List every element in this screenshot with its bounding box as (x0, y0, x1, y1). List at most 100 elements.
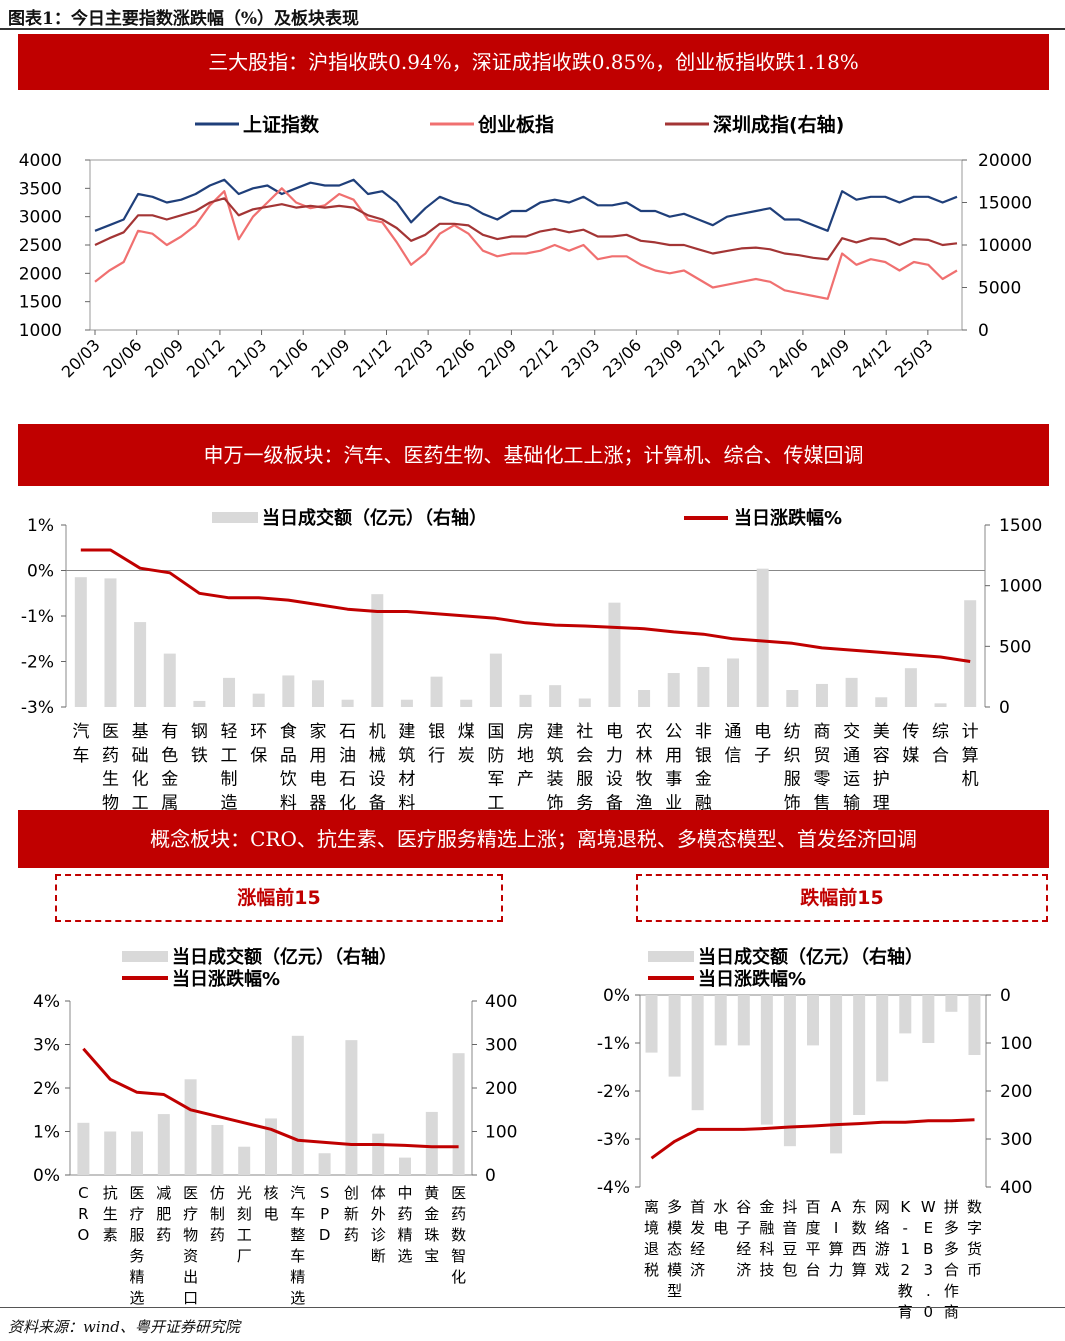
bottom15-category-label: 网络游戏 (875, 1198, 890, 1279)
sw-category-label: 计算机 (962, 722, 979, 790)
sw-category-label: 医药生物 (102, 722, 119, 813)
indices-x-tick-label: 21/03 (224, 335, 270, 381)
top15-category-label: 仿制药 (210, 1184, 225, 1244)
bottom15-volume-bar (737, 995, 750, 1046)
indices-banner: 三大股指：沪指收跌0.94%，深证成指收跌0.85%，创业板指收跌1.18% (18, 34, 1049, 90)
sw-volume-bar (815, 683, 828, 707)
top15-category-label: 医疗服务精选 (129, 1184, 144, 1307)
bottom-rule (0, 1307, 1065, 1308)
sw-category-label: 通信 (725, 722, 742, 766)
sw-volume-bar (578, 698, 591, 707)
bottom15-left-tick-label: -3% (597, 1130, 630, 1150)
sw-volume-bar (875, 697, 888, 707)
sw-right-tick-label: 500 (999, 637, 1031, 657)
top15-right-tick-label: 400 (485, 992, 517, 1012)
sw-category-label: 农林牧渔 (636, 722, 653, 813)
sw-category-label: 非银金融 (695, 722, 712, 813)
top15-volume-bar (77, 1122, 90, 1175)
bottom15-category-label: 金融科技 (759, 1198, 774, 1279)
indices-x-tick-label: 20/03 (58, 335, 104, 381)
top15-volume-bar (372, 1133, 385, 1175)
indices-x-tick-label: 24/03 (724, 335, 770, 381)
indices-x-tick-label: 21/12 (349, 335, 395, 381)
indices-right-tick-label: 5000 (978, 279, 1021, 299)
sw-volume-bar (223, 677, 236, 707)
sw-volume-bar (608, 602, 621, 707)
top15-volume-bar (291, 1035, 304, 1175)
top15-category-label: 医药数智化 (451, 1184, 466, 1286)
bottom15-category-label: K -1 2 教育 (898, 1198, 913, 1321)
top15-left-tick-label: 3% (33, 1036, 60, 1056)
sw-volume-bar (430, 676, 443, 707)
bottom15-volume-bar (922, 995, 935, 1043)
sw-left-tick-label: -3% (21, 698, 54, 718)
top15-volume-bar (452, 1053, 465, 1175)
indices-x-tick-label: 21/09 (308, 335, 354, 381)
sw-volume-bar (519, 694, 532, 707)
top15-legend-bar-label: 当日成交额（亿元）（右轴） (172, 946, 397, 968)
indices-left-tick-label: 4000 (19, 151, 62, 171)
bottom15-legend-bar-swatch (648, 951, 694, 962)
top15-volume-bar (211, 1124, 224, 1175)
indices-x-tick-label: 23/06 (599, 335, 645, 381)
bottom15-left-tick-label: -1% (597, 1034, 630, 1054)
top15-volume-bar (345, 1040, 358, 1175)
top15-category-label: 医疗物资出口 (183, 1184, 198, 1307)
sw-volume-bar (727, 658, 740, 707)
sw-category-label: 商贸零售 (813, 722, 830, 813)
sw-category-label: 汽车 (72, 722, 89, 766)
bottom15-change-line (650, 1118, 975, 1160)
bottom15-volume-bar (668, 995, 681, 1077)
top15-left-tick-label: 1% (33, 1123, 60, 1143)
indices-series-line-2 (94, 197, 958, 261)
sw-category-label: 钢铁 (191, 722, 208, 766)
sw-category-label: 电力设备 (606, 722, 623, 813)
sw-left-tick-label: -1% (21, 607, 54, 627)
sw-volume-bar (74, 577, 87, 707)
sw-volume-bar (845, 677, 858, 707)
indices-legend-label: 上证指数 (243, 113, 320, 136)
indices-legend-label: 创业板指 (477, 113, 554, 136)
sw-volume-bar (134, 622, 147, 707)
sw-category-label: 交通运输 (843, 722, 860, 813)
top15-volume-bar (104, 1131, 117, 1175)
indices-left-tick-label: 1500 (19, 293, 62, 313)
indices-x-tick-label: 22/03 (391, 335, 437, 381)
sw-category-label: 国防军工 (487, 722, 504, 813)
bottom15-left-tick-label: -4% (597, 1178, 630, 1198)
indices-x-tick-label: 24/09 (807, 335, 853, 381)
bottom15-right-tick-label: 0 (1000, 986, 1011, 1006)
sw-right-tick-label: 0 (999, 698, 1010, 718)
sw-category-label: 基础化工 (132, 722, 149, 813)
top15-volume-bar (131, 1131, 143, 1175)
sw-volume-bar (489, 653, 502, 707)
sw-left-tick-label: -2% (21, 653, 54, 673)
top15-category-label: 中药精选 (397, 1184, 412, 1265)
sw-change-line (80, 548, 971, 663)
sw-category-label: 轻工制造 (221, 722, 238, 813)
top15-category-label: 体外诊断 (371, 1184, 386, 1265)
industry-banner: 申万一级板块：汽车、医药生物、基础化工上涨；计算机、综合、传媒回调 (18, 424, 1049, 486)
indices-left-tick-label: 2500 (19, 236, 62, 256)
sw-category-label: 石油石化 (339, 722, 356, 813)
indices-left-tick-label: 2000 (19, 264, 62, 284)
sw-volume-bar (311, 680, 324, 707)
top15-volume-bar (184, 1079, 197, 1175)
top15-category-label: 黄金珠宝 (424, 1184, 439, 1265)
sw-category-label: 纺织服饰 (784, 722, 801, 813)
indices-right-tick-label: 15000 (978, 194, 1032, 214)
bottom15-category-label: A I 算力 (829, 1198, 844, 1279)
bottom15-volume-bar (968, 995, 981, 1055)
indices-x-tick-label: 23/12 (682, 335, 728, 381)
bottom15-volume-bar (760, 995, 773, 1125)
bottom15-label: 跌幅前15 (636, 874, 1048, 922)
bottom15-volume-bar (830, 995, 843, 1154)
sw-volume-bar (786, 690, 799, 707)
indices-series-line-0 (94, 178, 958, 232)
indices-x-tick-label: 22/12 (516, 335, 562, 381)
indices-x-tick-label: 23/09 (641, 335, 687, 381)
sw-category-label: 传媒 (902, 722, 919, 766)
sw-category-label: 环保 (250, 722, 267, 766)
